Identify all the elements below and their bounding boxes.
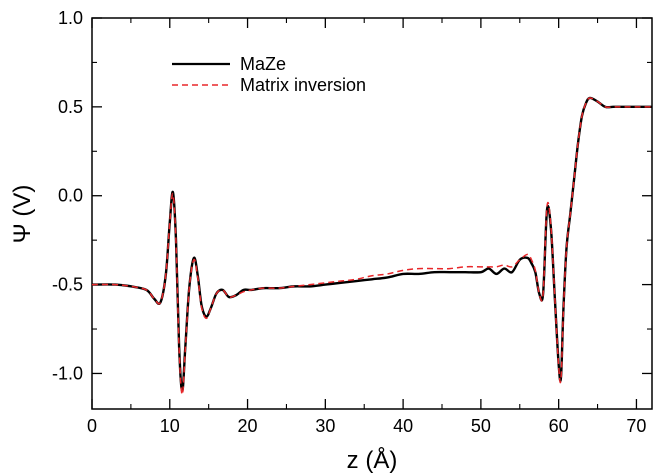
y-tick-label: 0.5 <box>58 97 83 117</box>
legend-label-maze: MaZe <box>240 54 286 74</box>
x-axis-title: z (Å) <box>347 446 398 474</box>
axis-ticks: 0 10 20 30 40 50 60 70 1.0 0.5 0.0 -0.5 -1.0 <box>52 8 652 436</box>
plot-frame <box>91 17 653 410</box>
x-tick-label: 30 <box>315 416 335 436</box>
x-tick-label: 70 <box>626 416 646 436</box>
y-tick-label: -1.0 <box>52 363 83 383</box>
x-tick-label: 10 <box>160 416 180 436</box>
legend-label-matrix-inversion: Matrix inversion <box>240 75 366 95</box>
y-tick-label: 0.0 <box>58 186 83 206</box>
series-line-maze <box>91 96 652 393</box>
x-tick-label: 0 <box>87 416 97 436</box>
x-tick-label: 50 <box>471 416 491 436</box>
y-axis-title: Ψ (V) <box>9 185 36 244</box>
x-tick-label: 20 <box>238 416 258 436</box>
x-tick-label: 60 <box>549 416 569 436</box>
legend: MaZe Matrix inversion <box>172 54 366 95</box>
series-layer <box>91 96 652 396</box>
y-tick-label: -0.5 <box>52 275 83 295</box>
y-tick-label: 1.0 <box>58 8 83 28</box>
x-tick-label: 40 <box>393 416 413 436</box>
